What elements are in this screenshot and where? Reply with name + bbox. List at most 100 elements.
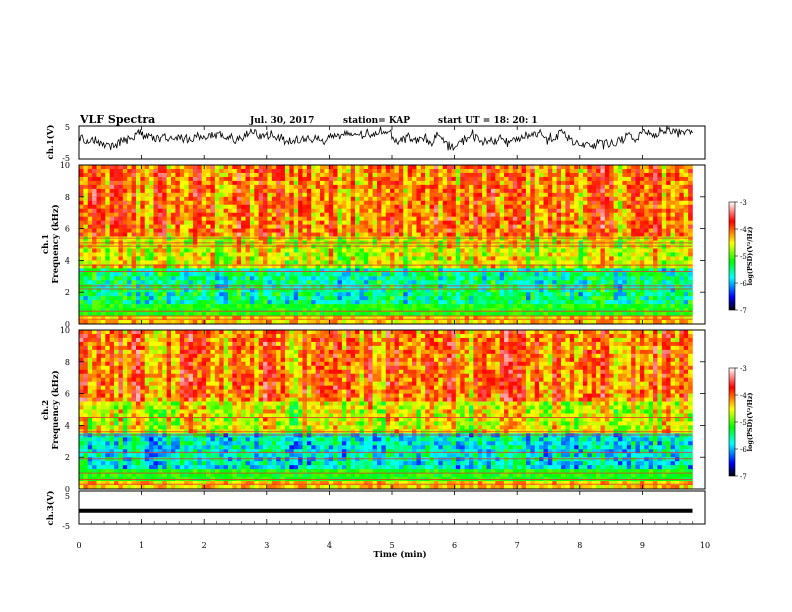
spectrogram-cell <box>644 172 649 178</box>
spectrogram-cell <box>341 248 347 253</box>
spectrogram-cell <box>219 304 224 309</box>
spectrogram-cell <box>118 228 124 233</box>
spectrogram-cell <box>201 196 207 202</box>
spectrogram-cell <box>613 200 619 206</box>
spectrogram-cell <box>587 196 592 202</box>
spectrogram-cell <box>258 300 264 305</box>
spectrogram-cell <box>565 220 571 225</box>
spectrogram-cell <box>140 224 146 229</box>
spectrogram-cell <box>171 228 176 233</box>
spectrogram-cell <box>210 232 216 237</box>
spectrogram-cell <box>433 172 439 178</box>
spectrogram-cell <box>127 236 132 241</box>
spectrogram-cell <box>653 280 658 285</box>
spectrogram-cell <box>683 276 689 281</box>
spectrogram-cell <box>504 184 509 190</box>
spectrogram-cell <box>613 180 619 186</box>
spectrogram-cell <box>587 212 592 217</box>
spectrogram-cell <box>547 268 553 273</box>
spectrogram-cell <box>140 204 146 210</box>
spectrogram-cell <box>657 200 663 206</box>
spectrogram-cell <box>166 252 172 257</box>
spectrogram-cell <box>337 296 343 301</box>
spectrogram-cell <box>162 192 167 198</box>
spectrogram-cell <box>87 172 93 178</box>
spectrogram-cell <box>149 244 154 249</box>
spectrogram-cell <box>609 184 614 190</box>
spectrogram-cell <box>122 276 128 281</box>
spectrogram-cell <box>469 260 474 265</box>
spectrogram-cell <box>582 280 588 285</box>
spectrogram-cell <box>561 212 566 217</box>
spectrogram-cell <box>346 284 351 289</box>
spectrogram-cell <box>460 172 465 178</box>
spectrogram-cell <box>447 208 452 213</box>
spectrogram-cell <box>284 284 290 289</box>
spectrogram-cell <box>306 252 312 257</box>
spectrogram-cell <box>341 296 347 301</box>
spectrogram-cell <box>403 196 408 202</box>
spectrogram-cell <box>442 192 448 198</box>
spectrogram-cell <box>227 208 233 213</box>
spectrogram-cell <box>508 232 514 237</box>
spectrogram-cell <box>320 304 325 309</box>
spectrogram-cell <box>166 304 172 309</box>
spectrogram-cell <box>600 288 606 293</box>
spectrogram-cell <box>508 172 514 178</box>
spectrogram-cell <box>293 168 299 174</box>
spectrogram-cell <box>631 188 636 194</box>
spectrogram-cell <box>674 172 680 178</box>
spectrogram-cell <box>442 196 448 202</box>
spectrogram-cell <box>653 176 658 182</box>
spectrogram-cell <box>227 224 233 229</box>
spectrogram-cell <box>227 268 233 273</box>
spectrogram-cell <box>460 232 465 237</box>
spectrogram-cell <box>223 232 229 237</box>
spectrogram-cell <box>525 172 531 178</box>
spectrogram-cell <box>333 248 338 253</box>
spectrogram-cell <box>412 252 417 257</box>
spectrogram-cell <box>157 224 163 229</box>
spectrogram-cell <box>644 252 649 257</box>
spectrogram-cell <box>661 200 667 206</box>
spectrogram-cell <box>306 236 312 241</box>
spectrogram-cell <box>236 204 242 210</box>
spectrogram-cell <box>87 304 93 309</box>
spectrogram-cell <box>236 272 242 277</box>
spectrogram-cell <box>666 165 671 170</box>
spectrogram-cell <box>648 248 654 253</box>
spectrogram-cell <box>429 284 435 289</box>
spectrogram-cell <box>425 268 430 273</box>
spectrogram-cell <box>613 228 619 233</box>
spectrogram-cell <box>284 236 290 241</box>
spectrogram-cell <box>679 220 685 225</box>
spectrogram-cell <box>604 188 610 194</box>
spectrogram-cell <box>175 300 181 305</box>
spectrogram-cell <box>661 192 667 198</box>
spectrogram-cell <box>609 268 614 273</box>
spectrogram-cell <box>499 196 505 202</box>
spectrogram-cell <box>131 256 137 261</box>
spectrogram-cell <box>438 208 443 213</box>
spectrogram-cell <box>249 188 255 194</box>
spectrogram-cell <box>534 268 540 273</box>
spectrogram-cell <box>639 192 645 198</box>
spectrogram-cell <box>495 232 500 237</box>
spectrogram-cell <box>661 248 667 253</box>
spectrogram-cell <box>315 184 321 190</box>
spectrogram-cell <box>653 284 658 289</box>
spectrogram-cell <box>201 176 207 182</box>
spectrogram-cell <box>92 220 97 225</box>
spectrogram-cell <box>582 264 588 269</box>
spectrogram-cell <box>464 176 470 182</box>
spectrogram-cell <box>337 300 343 305</box>
spectrogram-cell <box>653 288 658 293</box>
spectrogram-cell <box>267 300 273 305</box>
spectrogram-cell <box>556 172 562 178</box>
spectrogram-cell <box>442 180 448 186</box>
spectrogram-cell <box>232 224 238 229</box>
spectrogram-cell <box>289 188 295 194</box>
spectrogram-cell <box>140 244 146 249</box>
spectrogram-cell <box>582 172 588 178</box>
spectrogram-cell <box>96 204 102 210</box>
